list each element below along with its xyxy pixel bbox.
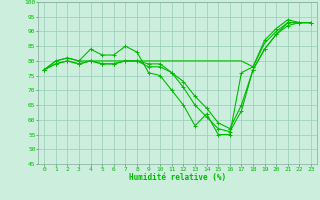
X-axis label: Humidité relative (%): Humidité relative (%) — [129, 173, 226, 182]
